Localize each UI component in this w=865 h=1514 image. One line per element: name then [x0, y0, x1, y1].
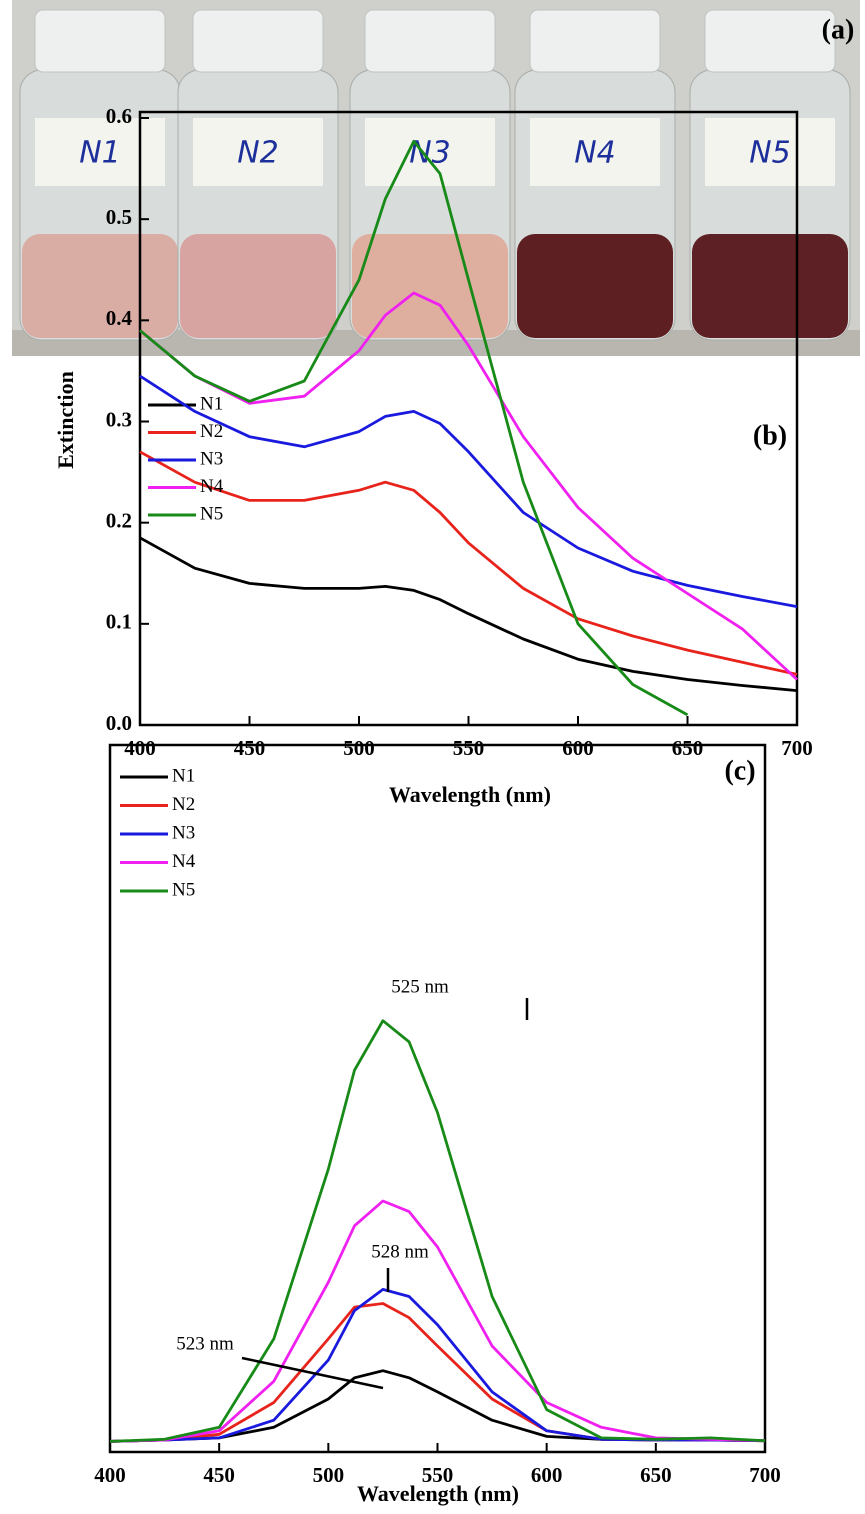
vial-liquid — [180, 234, 336, 338]
x-tick-label: 600 — [531, 1463, 563, 1487]
panel-label: (b) — [753, 420, 787, 451]
vial-label: N3 — [409, 136, 451, 171]
legend-label: N3 — [200, 448, 223, 469]
x-tick-label: 700 — [781, 736, 813, 760]
vial-label: N4 — [574, 136, 616, 171]
legend-label: N2 — [200, 421, 223, 442]
vial-tape — [365, 118, 495, 186]
x-tick-label: 450 — [234, 736, 266, 760]
vial-tape — [705, 118, 835, 186]
legend-label: N4 — [172, 851, 196, 872]
panel-label: (a) — [822, 14, 855, 45]
vial-cap — [192, 9, 324, 73]
series-line — [139, 536, 798, 692]
y-tick-label: 0.2 — [106, 508, 132, 532]
vial-liquid — [22, 234, 178, 338]
legend-label: N4 — [200, 476, 224, 497]
x-tick-label: 600 — [562, 736, 594, 760]
x-tick-label: 700 — [749, 1463, 781, 1487]
legend-label: N1 — [172, 765, 195, 786]
vial-liquid — [352, 234, 508, 338]
vials: N1 N2 N3 N4 N5 — [19, 9, 851, 341]
legend-label: N5 — [172, 879, 195, 900]
x-tick-label: 650 — [640, 1463, 672, 1487]
series-line — [109, 1288, 766, 1443]
vial-tape — [35, 118, 165, 186]
x-tick-label: 400 — [124, 736, 156, 760]
legend-label: N2 — [172, 794, 195, 815]
x-tick-label: 550 — [422, 1463, 454, 1487]
legend-label: N1 — [200, 393, 223, 414]
series-line — [139, 139, 689, 717]
vial-cap — [529, 9, 661, 73]
series-line — [109, 1019, 766, 1443]
x-tick-label: 500 — [343, 736, 375, 760]
y-tick-label: 0.1 — [106, 610, 132, 634]
x-axis-label: Wavelength (nm) — [357, 1481, 519, 1506]
vial-cap — [364, 9, 496, 73]
x-axis-label: Wavelength (nm) — [389, 782, 551, 807]
chart: 400 450 500 550 600 650 700 Wavelength (nm) (c) N… — [94, 743, 781, 1506]
x-tick-label: 450 — [203, 1463, 235, 1487]
x-tick-label: 400 — [94, 1463, 126, 1487]
vial-tape — [193, 118, 323, 186]
vial-label: N2 — [237, 136, 279, 171]
photo: N1 N2 N3 N4 N5 (a) — [12, 0, 860, 356]
series-line — [139, 291, 798, 681]
vial-label: N5 — [749, 136, 791, 171]
y-tick-label: 0.0 — [106, 711, 132, 735]
x-tick-label: 500 — [313, 1463, 345, 1487]
series-line — [139, 450, 798, 676]
vial-cap — [34, 9, 166, 73]
annotation: 523 nm — [176, 1333, 234, 1354]
vial-liquid — [692, 234, 848, 338]
vial-liquid — [517, 234, 673, 338]
y-tick-label: 0.3 — [106, 407, 132, 431]
y-axis-label: Extinction — [53, 371, 78, 469]
series-line — [139, 374, 798, 608]
legend-label: N5 — [200, 503, 223, 524]
series-line — [109, 1199, 766, 1443]
panel-label: (c) — [724, 755, 755, 786]
vial-cap — [704, 9, 836, 73]
vial-label: N1 — [79, 136, 121, 171]
annotation: 525 nm — [391, 976, 449, 997]
annotation: 528 nm — [371, 1241, 429, 1262]
legend-label: N3 — [172, 822, 195, 843]
y-tick-label: 0.4 — [106, 306, 133, 330]
x-tick-label: 650 — [672, 736, 704, 760]
x-tick-label: 550 — [453, 736, 485, 760]
vial-tape — [530, 118, 660, 186]
chart: 400 450 500 550 600 650 700 0.0 0.1 0.2 0.3 0.4 0.5 0… — [53, 104, 813, 807]
annotation-pointer — [241, 1356, 384, 1390]
y-tick-label: 0.5 — [106, 205, 132, 229]
y-tick-label: 0.6 — [106, 104, 132, 128]
